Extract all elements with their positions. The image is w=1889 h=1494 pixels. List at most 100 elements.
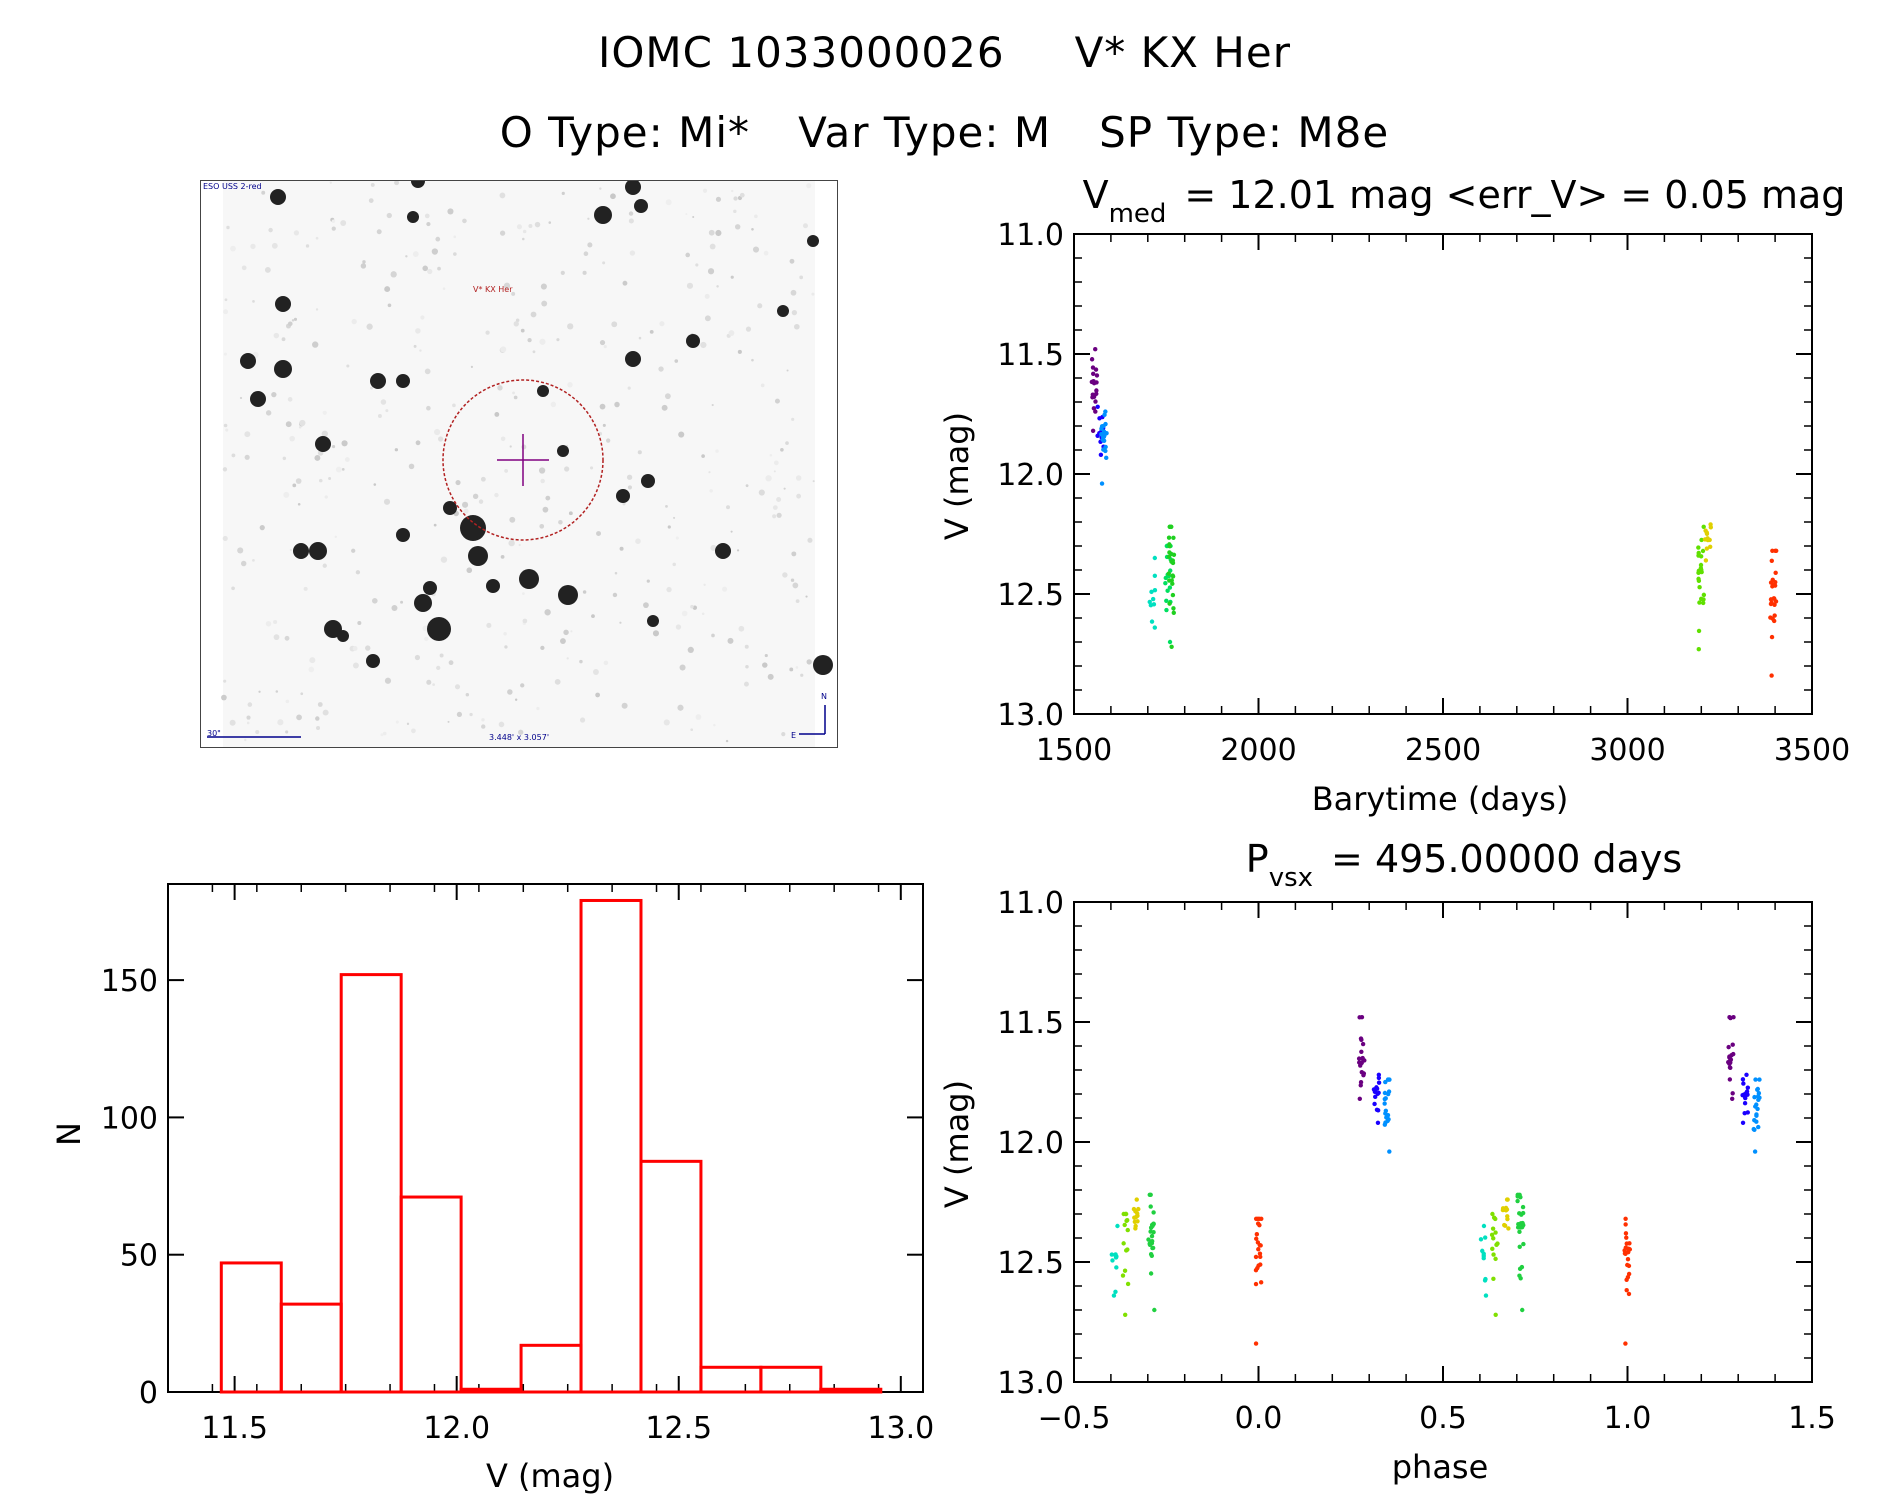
background-star — [481, 724, 486, 729]
background-star — [273, 634, 280, 641]
background-star — [627, 386, 631, 390]
histogram-bar — [759, 1365, 823, 1394]
background-star — [567, 323, 574, 330]
background-star — [461, 501, 469, 508]
data-point — [1504, 1197, 1510, 1202]
background-star — [222, 535, 228, 542]
background-star — [500, 436, 506, 442]
background-star — [583, 251, 589, 257]
background-star — [284, 635, 290, 641]
data-point — [1149, 1253, 1155, 1258]
background-star — [322, 563, 327, 568]
background-star — [247, 702, 253, 707]
background-star — [739, 192, 745, 198]
axes-frame — [1073, 233, 1813, 715]
background-star — [603, 345, 607, 349]
data-point — [1357, 1096, 1363, 1102]
background-star — [287, 397, 293, 402]
background-star — [424, 213, 430, 219]
background-star — [351, 318, 357, 325]
data-point — [1149, 1233, 1155, 1239]
data-point — [1490, 1246, 1495, 1252]
data-point — [1490, 1226, 1496, 1231]
background-star — [686, 282, 694, 289]
background-star — [744, 644, 749, 649]
star — [616, 489, 630, 503]
background-star — [752, 246, 760, 253]
background-star — [275, 690, 279, 693]
background-star — [664, 393, 671, 400]
background-star — [453, 235, 457, 239]
background-star — [328, 477, 332, 481]
background-star — [282, 456, 287, 461]
star — [558, 585, 578, 605]
background-star — [440, 556, 448, 563]
data-point — [1696, 576, 1701, 582]
data-point — [1769, 558, 1774, 563]
data-point — [1167, 585, 1173, 590]
background-star — [539, 523, 545, 529]
data-point — [1491, 1252, 1496, 1257]
background-star — [769, 453, 773, 457]
data-point — [1520, 1204, 1526, 1210]
background-star — [554, 678, 561, 685]
background-star — [355, 570, 361, 575]
data-point — [1626, 1291, 1632, 1297]
star — [337, 630, 349, 642]
data-point — [1104, 455, 1109, 461]
background-star — [315, 236, 319, 240]
data-point — [1383, 1079, 1388, 1085]
data-point — [1090, 392, 1096, 397]
data-point — [1490, 1211, 1495, 1217]
data-point — [1752, 1094, 1757, 1100]
data-point — [1151, 1210, 1156, 1215]
background-star — [783, 487, 786, 490]
star — [309, 542, 327, 560]
background-star — [509, 516, 516, 523]
background-star — [812, 480, 815, 483]
background-star — [566, 657, 569, 660]
background-star — [271, 242, 278, 249]
data-point — [1258, 1254, 1263, 1260]
background-star — [321, 430, 328, 437]
background-star — [674, 359, 679, 363]
data-point — [1519, 1212, 1524, 1217]
background-star — [675, 624, 682, 630]
background-star — [708, 471, 711, 474]
background-star — [667, 525, 671, 529]
background-star — [241, 265, 247, 271]
axes-frame — [1073, 901, 1813, 1383]
background-star — [300, 692, 304, 696]
background-star — [244, 454, 250, 460]
data-point — [1170, 560, 1176, 566]
background-star — [649, 329, 654, 334]
y-tick-label: 11.0 — [997, 886, 1064, 921]
background-star — [603, 660, 609, 666]
data-point — [1164, 598, 1169, 603]
data-point — [1729, 1096, 1735, 1102]
data-point — [1740, 1077, 1746, 1082]
background-star — [462, 218, 467, 224]
sky-background — [201, 181, 837, 747]
background-star — [528, 223, 533, 228]
background-star — [606, 438, 611, 443]
data-point — [1171, 552, 1177, 557]
data-point — [1148, 1204, 1153, 1209]
background-star — [802, 223, 809, 229]
background-star — [570, 630, 573, 633]
background-star — [231, 586, 235, 591]
data-point — [1770, 577, 1775, 583]
star — [468, 546, 488, 566]
data-point — [1626, 1263, 1632, 1269]
background-star — [602, 423, 606, 427]
data-point — [1770, 584, 1775, 589]
data-point — [1698, 565, 1704, 571]
background-star — [704, 315, 711, 322]
background-star — [244, 738, 247, 742]
background-star — [373, 483, 377, 486]
background-star — [435, 236, 441, 242]
background-star — [737, 349, 742, 354]
background-star — [499, 230, 506, 236]
background-star — [731, 189, 734, 193]
data-point — [1152, 573, 1158, 578]
